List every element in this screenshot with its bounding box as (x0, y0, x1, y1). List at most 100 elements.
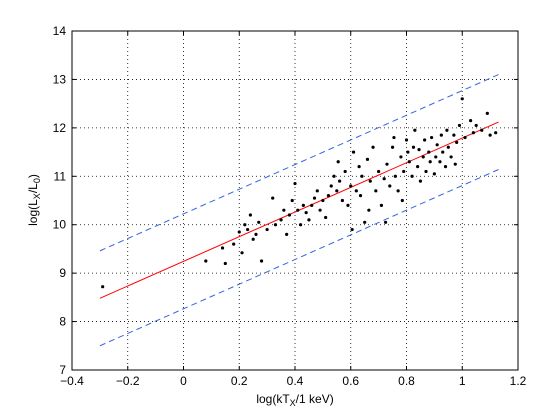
data-point (374, 189, 378, 193)
data-point (287, 213, 292, 217)
data-point (223, 261, 227, 266)
data-point (273, 223, 278, 227)
data-point (304, 211, 308, 215)
data-point (332, 174, 336, 178)
data-point (336, 160, 340, 164)
data-point (404, 138, 409, 142)
data-point (443, 165, 448, 169)
data-point (220, 246, 225, 250)
data-point (254, 232, 258, 236)
data-point (383, 220, 388, 224)
data-point (396, 189, 400, 193)
data-point (243, 223, 247, 227)
data-point (246, 227, 250, 232)
x-tick-label: 0.6 (342, 374, 359, 388)
data-point (445, 128, 449, 132)
data-point (446, 145, 450, 149)
data-point (406, 150, 410, 154)
data-point (354, 189, 358, 193)
data-point (452, 133, 456, 137)
data-point (393, 174, 397, 178)
data-point (265, 227, 269, 232)
data-point (400, 198, 404, 203)
data-point (494, 131, 498, 135)
data-point (298, 223, 303, 227)
data-point (418, 179, 423, 183)
data-point (363, 220, 367, 224)
data-point (432, 172, 436, 176)
data-point (421, 155, 425, 159)
x-tick-label: 0.4 (287, 374, 304, 388)
data-point (480, 128, 484, 132)
x-tick-label: −0.2 (116, 374, 140, 388)
data-point (463, 135, 467, 140)
tick-labels: −0.4 −0.2 0 0.2 0.4 0.6 0.8 1 1.2 7 8 9 10 11 12 13 14 (53, 24, 527, 388)
data-point (429, 135, 434, 140)
data-point (259, 259, 264, 263)
grid-lines (72, 31, 518, 370)
data-point (368, 179, 372, 183)
y-tick-label: 11 (54, 169, 67, 183)
data-point (485, 111, 489, 115)
y-tick-label: 9 (59, 266, 66, 280)
data-point (290, 198, 294, 203)
data-point (438, 160, 442, 164)
data-point (399, 155, 403, 159)
data-point (338, 179, 342, 183)
data-point (407, 160, 411, 164)
x-axis-label: log(kTX/1 keV) (256, 392, 333, 408)
x-tick-label: 1 (459, 374, 466, 388)
data-point (310, 203, 314, 207)
data-point (315, 189, 319, 193)
axis-ticks (71, 30, 519, 371)
data-point (324, 215, 328, 220)
y-tick-label: 12 (53, 121, 67, 135)
y-tick-label: 8 (59, 315, 66, 329)
data-point (460, 97, 464, 101)
data-point (251, 237, 255, 241)
data-point (271, 196, 275, 200)
data-point (449, 155, 453, 159)
data-point (455, 140, 459, 144)
data-point (282, 208, 286, 212)
data-point (416, 165, 420, 169)
data-point (428, 160, 432, 164)
data-point (410, 174, 414, 178)
data-point (488, 133, 492, 137)
data-point (237, 230, 241, 234)
data-point (279, 218, 283, 222)
data-point (367, 208, 371, 212)
data-point (285, 232, 289, 236)
data-point (424, 169, 428, 174)
y-axis-label: log(LX/L0) (26, 174, 42, 226)
data-point (101, 285, 105, 289)
data-point (329, 184, 333, 188)
data-point (388, 184, 392, 188)
data-point (441, 150, 445, 154)
data-point (358, 194, 363, 198)
data-point (296, 208, 300, 212)
data-point (321, 198, 325, 203)
data-point (357, 165, 361, 169)
data-point (340, 198, 344, 203)
data-point (385, 162, 389, 166)
data-point (435, 143, 439, 147)
data-point (417, 148, 421, 152)
data-point (439, 133, 443, 137)
x-tick-label: 1.2 (510, 374, 527, 388)
data-point (346, 203, 350, 207)
data-point (318, 208, 322, 212)
data-point (301, 203, 305, 207)
x-tick-label: −0.4 (60, 374, 84, 388)
data-point (402, 169, 406, 174)
data-point (474, 123, 478, 128)
data-point (232, 242, 236, 246)
series-layer (99, 74, 499, 347)
data-point (427, 150, 431, 154)
data-point (248, 213, 252, 217)
data-point (335, 189, 339, 193)
data-point (293, 181, 297, 186)
data-point (453, 162, 457, 166)
data-point (360, 174, 364, 178)
